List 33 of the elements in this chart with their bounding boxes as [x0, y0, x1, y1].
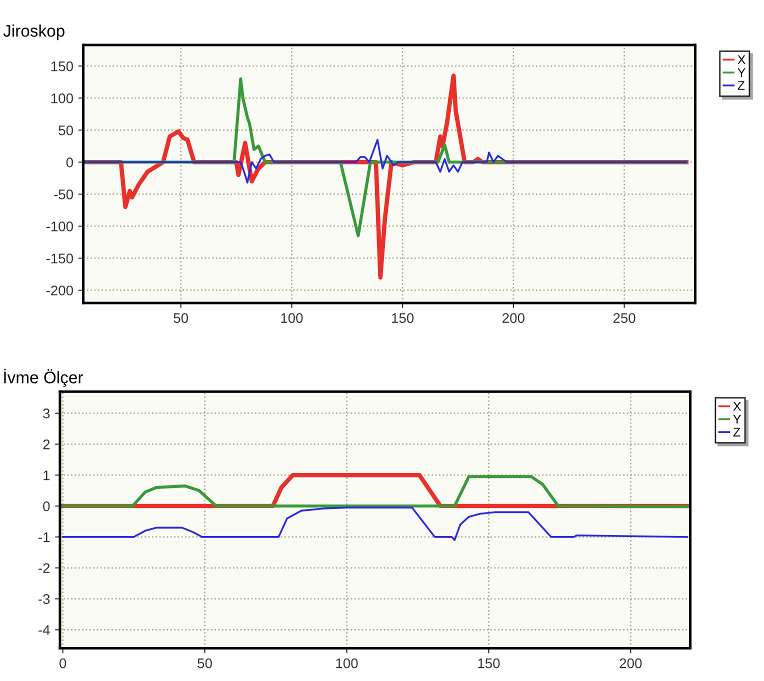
x-tick-label: 50 — [174, 313, 188, 323]
y-tick-label: 150 — [51, 61, 74, 72]
x-tick-label: 200 — [502, 313, 524, 323]
y-tick-label: 0 — [43, 501, 50, 512]
y-tick-label: -200 — [46, 286, 74, 296]
legend-label: Z — [738, 81, 745, 90]
y-tick-label: -150 — [46, 254, 74, 264]
y-tick-label: 0 — [66, 157, 74, 168]
y-tick-label: -2 — [38, 563, 50, 573]
chart-title: İvme Ölçer — [4, 368, 83, 387]
x-tick-label: 150 — [392, 313, 414, 323]
y-tick-label: -4 — [38, 625, 50, 635]
y-tick-label: -3 — [38, 594, 50, 604]
legend-label: Y — [733, 414, 741, 424]
y-tick-label: 2 — [43, 439, 50, 450]
y-tick-label: 50 — [58, 125, 74, 136]
x-tick-label: 200 — [620, 658, 642, 668]
legend-label: X — [738, 55, 746, 64]
x-tick-label: 50 — [198, 658, 212, 668]
legend-label: Z — [733, 428, 740, 436]
x-tick-label: 150 — [478, 658, 500, 668]
legend-label: X — [733, 402, 742, 411]
legend-label: Y — [738, 68, 746, 77]
y-tick-label: 1 — [44, 470, 50, 480]
x-tick-label: 250 — [613, 313, 636, 323]
y-tick-label: 100 — [51, 93, 74, 104]
y-tick-label: 3 — [43, 408, 50, 418]
x-tick-label: 100 — [281, 313, 303, 323]
x-tick-label: 100 — [336, 658, 358, 668]
chart-title: Jiroskop — [3, 24, 64, 40]
y-tick-label: -1 — [38, 532, 50, 542]
y-tick-label: -100 — [46, 222, 74, 232]
y-tick-label: -50 — [54, 190, 74, 200]
